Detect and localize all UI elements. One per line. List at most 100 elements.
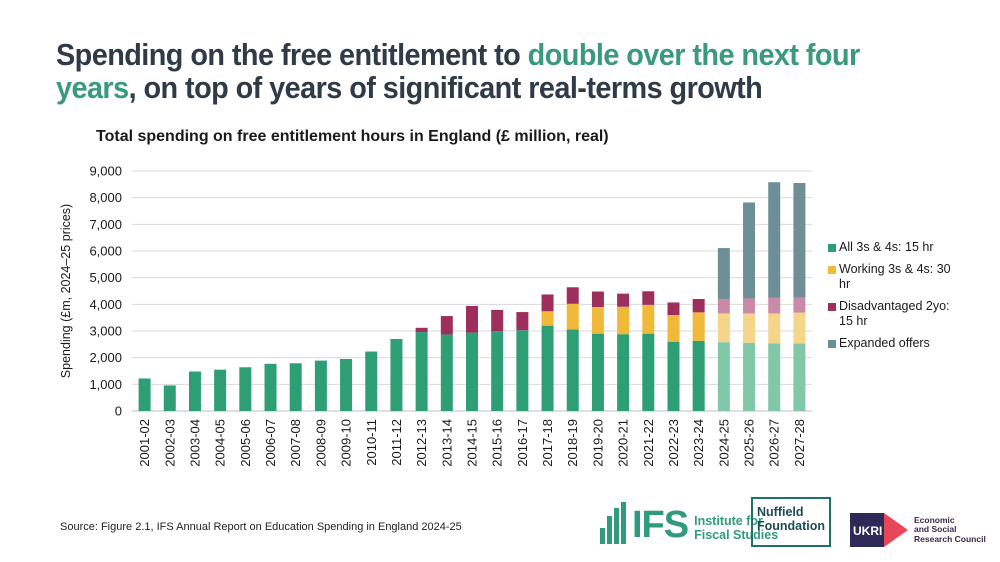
x-tick-label: 2010-11 [364, 419, 379, 466]
bar-segment [466, 332, 478, 411]
x-tick-label: 2018-19 [565, 419, 580, 467]
x-tick-label: 2017-18 [540, 419, 555, 467]
x-tick-label: 2005-06 [238, 419, 253, 467]
source-note: Source: Figure 2.1, IFS Annual Report on… [60, 521, 462, 533]
esrc-line-3: Research Council [914, 533, 986, 544]
x-tick-label: 2024-25 [716, 419, 731, 467]
bar-segment [768, 343, 781, 411]
bar-segment [365, 351, 378, 411]
bar-segment [390, 339, 403, 411]
bar-segment [440, 334, 453, 411]
x-tick-label: 2003-04 [187, 419, 202, 467]
legend-item-expanded: Expanded offers [828, 336, 958, 351]
bar-segment [617, 306, 630, 335]
x-tick-label: 2026-27 [767, 419, 782, 467]
x-tick-label: 2008-09 [313, 419, 328, 467]
bar-segment [314, 360, 327, 411]
bar-segment [466, 305, 478, 333]
bar-segment [541, 294, 554, 312]
bar-segment [415, 327, 428, 333]
y-tick-label: 3,000 [89, 324, 122, 339]
esrc-line-1: Economic [914, 514, 955, 525]
y-tick-label: 8,000 [89, 190, 122, 205]
bar-segment [264, 363, 277, 411]
x-tick-label: 2013-14 [439, 419, 454, 467]
bar-segment [591, 307, 604, 334]
bar-segment [793, 312, 806, 344]
x-tick-label: 2025-26 [742, 419, 757, 467]
nuffield-logo: Nuffield Foundation [751, 497, 831, 547]
nuffield-line-1: Nuffield [757, 505, 804, 519]
bar-segment [667, 302, 680, 315]
x-tick-label: 2019-20 [590, 419, 605, 467]
legend-swatch [828, 340, 836, 348]
ifs-line-1: Institute for [694, 514, 763, 528]
x-tick-label: 2027-28 [792, 419, 807, 467]
x-tick-label: 2014-15 [465, 419, 480, 467]
y-axis-label: Spending (£m, 2024–25 prices) [59, 204, 73, 378]
bar-segment [491, 309, 504, 332]
ifs-logo: IFS Institute for Fiscal Studies [600, 502, 778, 544]
bar-segment [188, 371, 201, 411]
y-tick-label: 2,000 [89, 350, 122, 365]
bar-segment [667, 341, 680, 411]
bar-segment [163, 385, 176, 411]
legend-label: Working 3s & 4s: 30 hr [839, 262, 951, 291]
bar-segment [415, 332, 428, 411]
esrc-logo-text: Economic and Social Research Council [914, 514, 986, 545]
bar-segment [516, 312, 529, 331]
bar-segment [717, 342, 730, 411]
x-tick-label: 2004-05 [213, 419, 228, 467]
legend-item-working: Working 3s & 4s: 30 hr [828, 262, 958, 292]
bar-segment [516, 330, 529, 411]
x-tick-label: 2012-13 [414, 419, 429, 467]
bar-segment [743, 342, 756, 411]
headline: Spending on the free entitlement to doub… [56, 38, 893, 104]
bar-segment [642, 304, 655, 334]
chart-title: Total spending on free entitlement hours… [96, 128, 609, 145]
chart-legend: All 3s & 4s: 15 hr Working 3s & 4s: 30 h… [828, 240, 958, 358]
ifs-logo-text: IFS [632, 504, 689, 546]
bar-segment [692, 312, 705, 341]
x-tick-label: 2023-24 [691, 419, 706, 467]
x-tick-label: 2022-23 [666, 419, 681, 467]
bar-segment [717, 248, 730, 300]
legend-label: Expanded offers [839, 336, 930, 350]
bar-segment [692, 299, 705, 313]
y-tick-label: 5,000 [89, 270, 122, 285]
ifs-logo-subtitle: Institute for Fiscal Studies [694, 514, 778, 542]
y-tick-label: 1,000 [89, 377, 122, 392]
bar-segment [793, 343, 806, 411]
x-tick-label: 2015-16 [490, 419, 505, 467]
nuffield-line-2: Foundation [757, 519, 826, 533]
bar-segment [717, 313, 730, 343]
y-tick-label: 9,000 [89, 164, 122, 179]
y-tick-label: 7,000 [89, 217, 122, 232]
x-tick-label: 2016-17 [515, 419, 530, 467]
bar-segment [239, 367, 252, 411]
bar-segment [793, 183, 806, 298]
x-tick-label: 2001-02 [137, 419, 152, 467]
bar-segment [491, 331, 504, 411]
bar-segment [692, 340, 705, 411]
legend-label: Disadvantaged 2yo: 15 hr [839, 299, 950, 328]
bar-segment [768, 313, 781, 344]
ukri-logo-icon: UKRI [850, 513, 908, 547]
bar-segment [768, 182, 781, 298]
bar-segment [768, 297, 781, 314]
x-tick-label: 2011-12 [389, 419, 404, 466]
bar-segment [743, 202, 756, 299]
bar-segment [340, 359, 353, 411]
x-tick-label: 2006-07 [263, 419, 278, 467]
bar-segment [541, 311, 554, 326]
bar-segment [214, 369, 227, 411]
bar-segment [591, 333, 604, 411]
legend-swatch [828, 244, 836, 252]
legend-swatch [828, 303, 836, 311]
y-tick-label: 0 [115, 404, 122, 419]
bar-segment [617, 293, 630, 307]
legend-item-all-3s-4s: All 3s & 4s: 15 hr [828, 240, 958, 255]
ukri-logo-text: UKRI [853, 524, 882, 538]
bar-segment [566, 303, 579, 330]
